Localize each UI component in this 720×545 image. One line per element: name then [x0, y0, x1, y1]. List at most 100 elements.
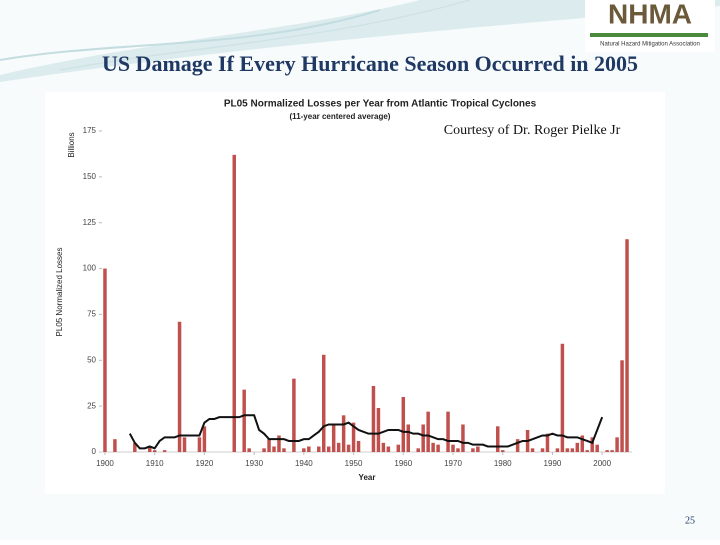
bar — [605, 450, 609, 452]
y-tick-label: 0 — [92, 447, 97, 456]
chart-subtitle: (11-year centered average) — [290, 112, 391, 121]
bar — [585, 450, 589, 452]
bar — [620, 360, 624, 452]
bar — [456, 448, 460, 452]
bar — [232, 154, 236, 453]
logo: NHMA — [608, 0, 692, 29]
bar — [500, 450, 505, 452]
y-tick-label: 100 — [83, 264, 97, 273]
bar — [610, 450, 614, 452]
x-tick-label: 2000 — [593, 459, 611, 468]
wave-line — [59, 0, 471, 71]
bar — [540, 448, 545, 452]
bar — [451, 444, 455, 452]
bar — [431, 442, 435, 452]
bar — [625, 239, 629, 452]
bar — [302, 448, 306, 452]
bar — [446, 411, 450, 452]
bar — [307, 446, 311, 452]
y-tick-label: 125 — [83, 218, 97, 227]
bar — [560, 343, 565, 452]
x-tick-label: 1910 — [146, 459, 164, 468]
bar — [406, 424, 411, 452]
x-tick-label: 1920 — [196, 459, 214, 468]
logo-subtitle: Natural Hazard Mitigation Association — [600, 42, 700, 48]
courtesy: Courtesy of Dr. Roger Pielke Jr — [444, 123, 621, 138]
bar — [351, 422, 356, 452]
bar — [331, 424, 336, 452]
bar — [272, 446, 276, 452]
x-tick-label: 1900 — [96, 459, 114, 468]
bar — [317, 446, 321, 452]
bar — [555, 448, 560, 452]
x-tick-label: 1950 — [345, 459, 363, 468]
y-tick-label: 75 — [87, 310, 96, 319]
bar — [376, 407, 381, 452]
bar — [401, 396, 406, 452]
bar — [595, 444, 599, 452]
bar — [282, 448, 286, 452]
bar — [575, 442, 580, 452]
bar — [182, 437, 187, 452]
bar — [530, 448, 535, 452]
bar — [615, 437, 619, 452]
y-unit: Billions — [67, 132, 76, 157]
chart-title: PL05 Normalized Losses per Year from Atl… — [224, 99, 537, 110]
bar — [461, 424, 465, 452]
bar — [197, 437, 202, 452]
bar — [386, 446, 391, 452]
bar — [242, 389, 246, 452]
x-axis-label: Year — [359, 473, 376, 482]
x-tick-label: 1940 — [295, 459, 313, 468]
y-tick-label: 150 — [83, 172, 97, 181]
bar — [471, 448, 475, 452]
bar — [570, 448, 575, 452]
bar — [326, 446, 331, 452]
bar — [133, 442, 137, 452]
bar — [565, 448, 570, 452]
wave — [0, 0, 720, 82]
bar — [496, 426, 500, 452]
y-tick-label: 175 — [83, 126, 97, 135]
slide-title: US Damage If Every Hurricane Season Occu… — [102, 51, 638, 76]
bar — [292, 378, 296, 452]
bar — [426, 411, 430, 452]
bar — [113, 439, 117, 452]
logo-box — [585, 0, 715, 52]
bar — [396, 444, 401, 452]
bar — [103, 268, 107, 452]
bar — [346, 444, 351, 452]
bar — [321, 354, 326, 452]
bar — [515, 439, 520, 452]
bar — [416, 448, 420, 452]
y-tick-label: 25 — [87, 401, 96, 410]
bar — [177, 321, 182, 452]
bar — [336, 442, 341, 452]
plot: 0 25 50 75 100 125 150 175 1900 1910 1920 1930 1940 1… — [83, 126, 632, 468]
page-number: 25 — [685, 515, 695, 526]
x-tick-label: 1990 — [544, 459, 562, 468]
x-tick-label: 1970 — [444, 459, 462, 468]
x-tick-label: 1960 — [394, 459, 412, 468]
x-tick-label: 1980 — [494, 459, 512, 468]
bar — [341, 415, 346, 452]
bar — [162, 450, 167, 452]
y-axis-label: PL05 Normalized Losses — [55, 248, 64, 337]
x-tick-label: 1930 — [245, 459, 263, 468]
bar — [267, 439, 271, 452]
bar — [580, 435, 585, 452]
bar — [371, 385, 376, 452]
bar — [436, 444, 440, 452]
average-line — [128, 414, 604, 450]
bar — [152, 450, 157, 452]
bar — [262, 448, 266, 452]
bar — [381, 442, 386, 452]
wave-line — [0, 9, 381, 61]
bar — [247, 448, 251, 452]
bar — [356, 440, 361, 452]
bar — [476, 446, 480, 452]
bar — [277, 435, 281, 452]
bar — [202, 426, 207, 452]
bar — [545, 433, 550, 452]
